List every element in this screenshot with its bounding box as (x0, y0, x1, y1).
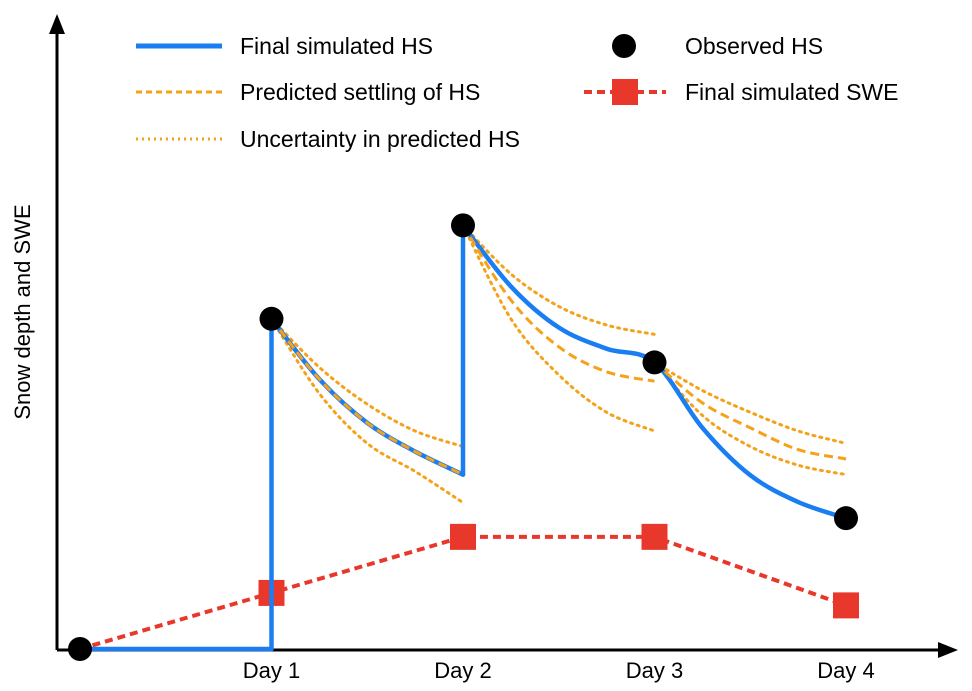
swe-marker (641, 523, 668, 550)
legend-label: Observed HS (685, 33, 823, 59)
legend-item-observed: Observed HS (612, 33, 823, 59)
uncertainty-curve (270, 317, 465, 505)
legend-item-swe: Final simulated SWE (584, 79, 898, 105)
axes: Snow depth and SWE (10, 14, 958, 658)
uncertainty-curve (270, 317, 465, 448)
x-tick-label: Day 3 (626, 658, 683, 683)
swe-line (79, 534, 847, 651)
settling-curve (461, 224, 655, 383)
uncertainty-curve (653, 360, 848, 477)
legend-swatch-marker (612, 79, 638, 105)
x-tick-label: Day 2 (434, 658, 491, 683)
x-tick-label: Day 1 (243, 658, 300, 683)
series-layer (68, 213, 859, 661)
observed-hs-series (68, 213, 858, 661)
legend-label: Uncertainty in predicted HS (240, 126, 520, 152)
y-axis-label: Snow depth and SWE (10, 204, 35, 419)
final-hs-segment (269, 316, 466, 477)
legend-label: Final simulated SWE (685, 79, 898, 105)
legend-swatch (612, 34, 636, 58)
uncertainty-series (270, 223, 848, 505)
legend-item-final-hs: Final simulated HS (136, 33, 433, 59)
settling-curve (270, 317, 464, 476)
legend-item-uncertainty: Uncertainty in predicted HS (136, 126, 520, 152)
observed-hs-marker (451, 213, 475, 238)
legend-label: Final simulated HS (240, 33, 433, 59)
settling-series (270, 224, 847, 476)
uncertainty-curve (461, 223, 656, 433)
x-tick-label: Day 4 (817, 658, 874, 683)
x-tick-labels: Day 1 Day 2 Day 3 Day 4 (243, 658, 875, 683)
observed-hs-marker (259, 306, 284, 331)
legend: Final simulated HS Predicted settling of … (136, 33, 898, 152)
uncertainty-curve (653, 360, 848, 445)
observed-hs-marker (642, 350, 667, 375)
y-axis-arrow (49, 14, 65, 34)
swe-series (79, 523, 859, 651)
observed-hs-marker (68, 637, 92, 661)
settling-curve (653, 361, 847, 461)
uncertainty-curve (461, 223, 656, 336)
x-axis-arrow (938, 642, 958, 658)
legend-label: Predicted settling of HS (240, 79, 480, 105)
swe-marker (833, 592, 859, 619)
swe-marker (450, 523, 476, 550)
legend-item-settling: Predicted settling of HS (136, 79, 480, 105)
observed-hs-marker (834, 506, 858, 531)
